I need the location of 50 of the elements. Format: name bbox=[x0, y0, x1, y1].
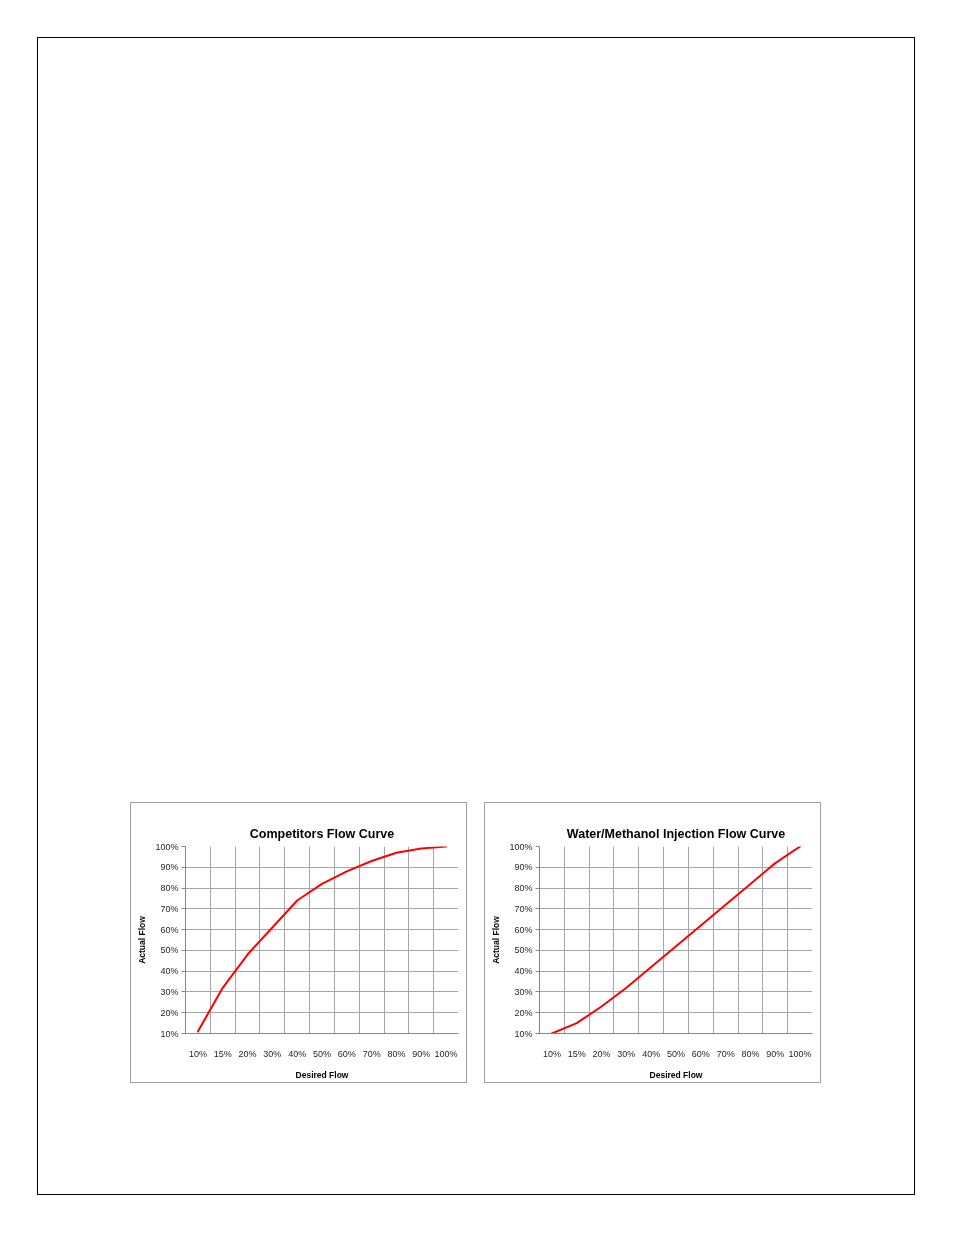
y-tick-label: 100% bbox=[509, 841, 533, 852]
x-tick-label: 30% bbox=[617, 1048, 636, 1059]
y-tick-label: 70% bbox=[160, 903, 179, 914]
y-tick-label: 10% bbox=[514, 1028, 533, 1039]
chart-title: Competitors Flow Curve bbox=[249, 826, 395, 841]
y-tick-label: 80% bbox=[160, 883, 179, 894]
y-tick-label: 20% bbox=[160, 1007, 179, 1018]
y-tick-label: 50% bbox=[160, 945, 179, 956]
x-axis-title: Desired Flow bbox=[649, 1069, 703, 1080]
x-tick-label: 20% bbox=[592, 1048, 611, 1059]
y-tick-label: 80% bbox=[514, 883, 533, 894]
x-tick-label: 70% bbox=[716, 1048, 735, 1059]
y-axis-title: Actual Flow bbox=[491, 915, 502, 964]
y-tick-label: 50% bbox=[514, 945, 533, 956]
y-tick-label: 100% bbox=[155, 841, 179, 852]
x-tick-label: 40% bbox=[288, 1048, 307, 1059]
x-axis-title: Desired Flow bbox=[295, 1069, 349, 1080]
y-tick-label: 90% bbox=[160, 862, 179, 873]
y-axis-title: Actual Flow bbox=[137, 915, 148, 964]
y-tick-label: 70% bbox=[514, 903, 533, 914]
x-tick-label: 80% bbox=[387, 1048, 406, 1059]
x-tick-label: 100% bbox=[788, 1048, 812, 1059]
x-tick-label: 60% bbox=[691, 1048, 710, 1059]
x-tick-label: 15% bbox=[213, 1048, 232, 1059]
x-tick-label: 30% bbox=[263, 1048, 282, 1059]
x-tick-label: 50% bbox=[312, 1048, 332, 1059]
x-tick-label: 10% bbox=[188, 1048, 207, 1059]
y-tick-label: 40% bbox=[160, 966, 179, 977]
line-series bbox=[550, 846, 802, 1034]
x-tick-label: 15% bbox=[567, 1048, 586, 1059]
y-tick-label: 30% bbox=[514, 986, 533, 997]
y-tick-label: 60% bbox=[514, 924, 533, 935]
x-tick-label: 10% bbox=[542, 1048, 561, 1059]
x-tick-label: 80% bbox=[741, 1048, 760, 1059]
y-tick-label: 60% bbox=[160, 924, 179, 935]
x-tick-label: 70% bbox=[362, 1048, 381, 1059]
x-tick-label: 20% bbox=[238, 1048, 257, 1059]
x-tick-label: 60% bbox=[337, 1048, 356, 1059]
x-tick-label: 100% bbox=[434, 1048, 458, 1059]
x-tick-label: 40% bbox=[642, 1048, 661, 1059]
x-tick-label: 90% bbox=[412, 1048, 431, 1059]
chart-title: Water/Methanol Injection Flow Curve bbox=[566, 826, 786, 841]
x-tick-label: 50% bbox=[666, 1048, 686, 1059]
y-tick-label: 40% bbox=[514, 966, 533, 977]
y-tick-label: 90% bbox=[514, 862, 533, 873]
y-tick-label: 20% bbox=[514, 1007, 533, 1018]
y-tick-label: 30% bbox=[160, 986, 179, 997]
y-tick-label: 10% bbox=[160, 1028, 179, 1039]
line-series bbox=[196, 846, 448, 1033]
x-tick-label: 90% bbox=[766, 1048, 785, 1059]
